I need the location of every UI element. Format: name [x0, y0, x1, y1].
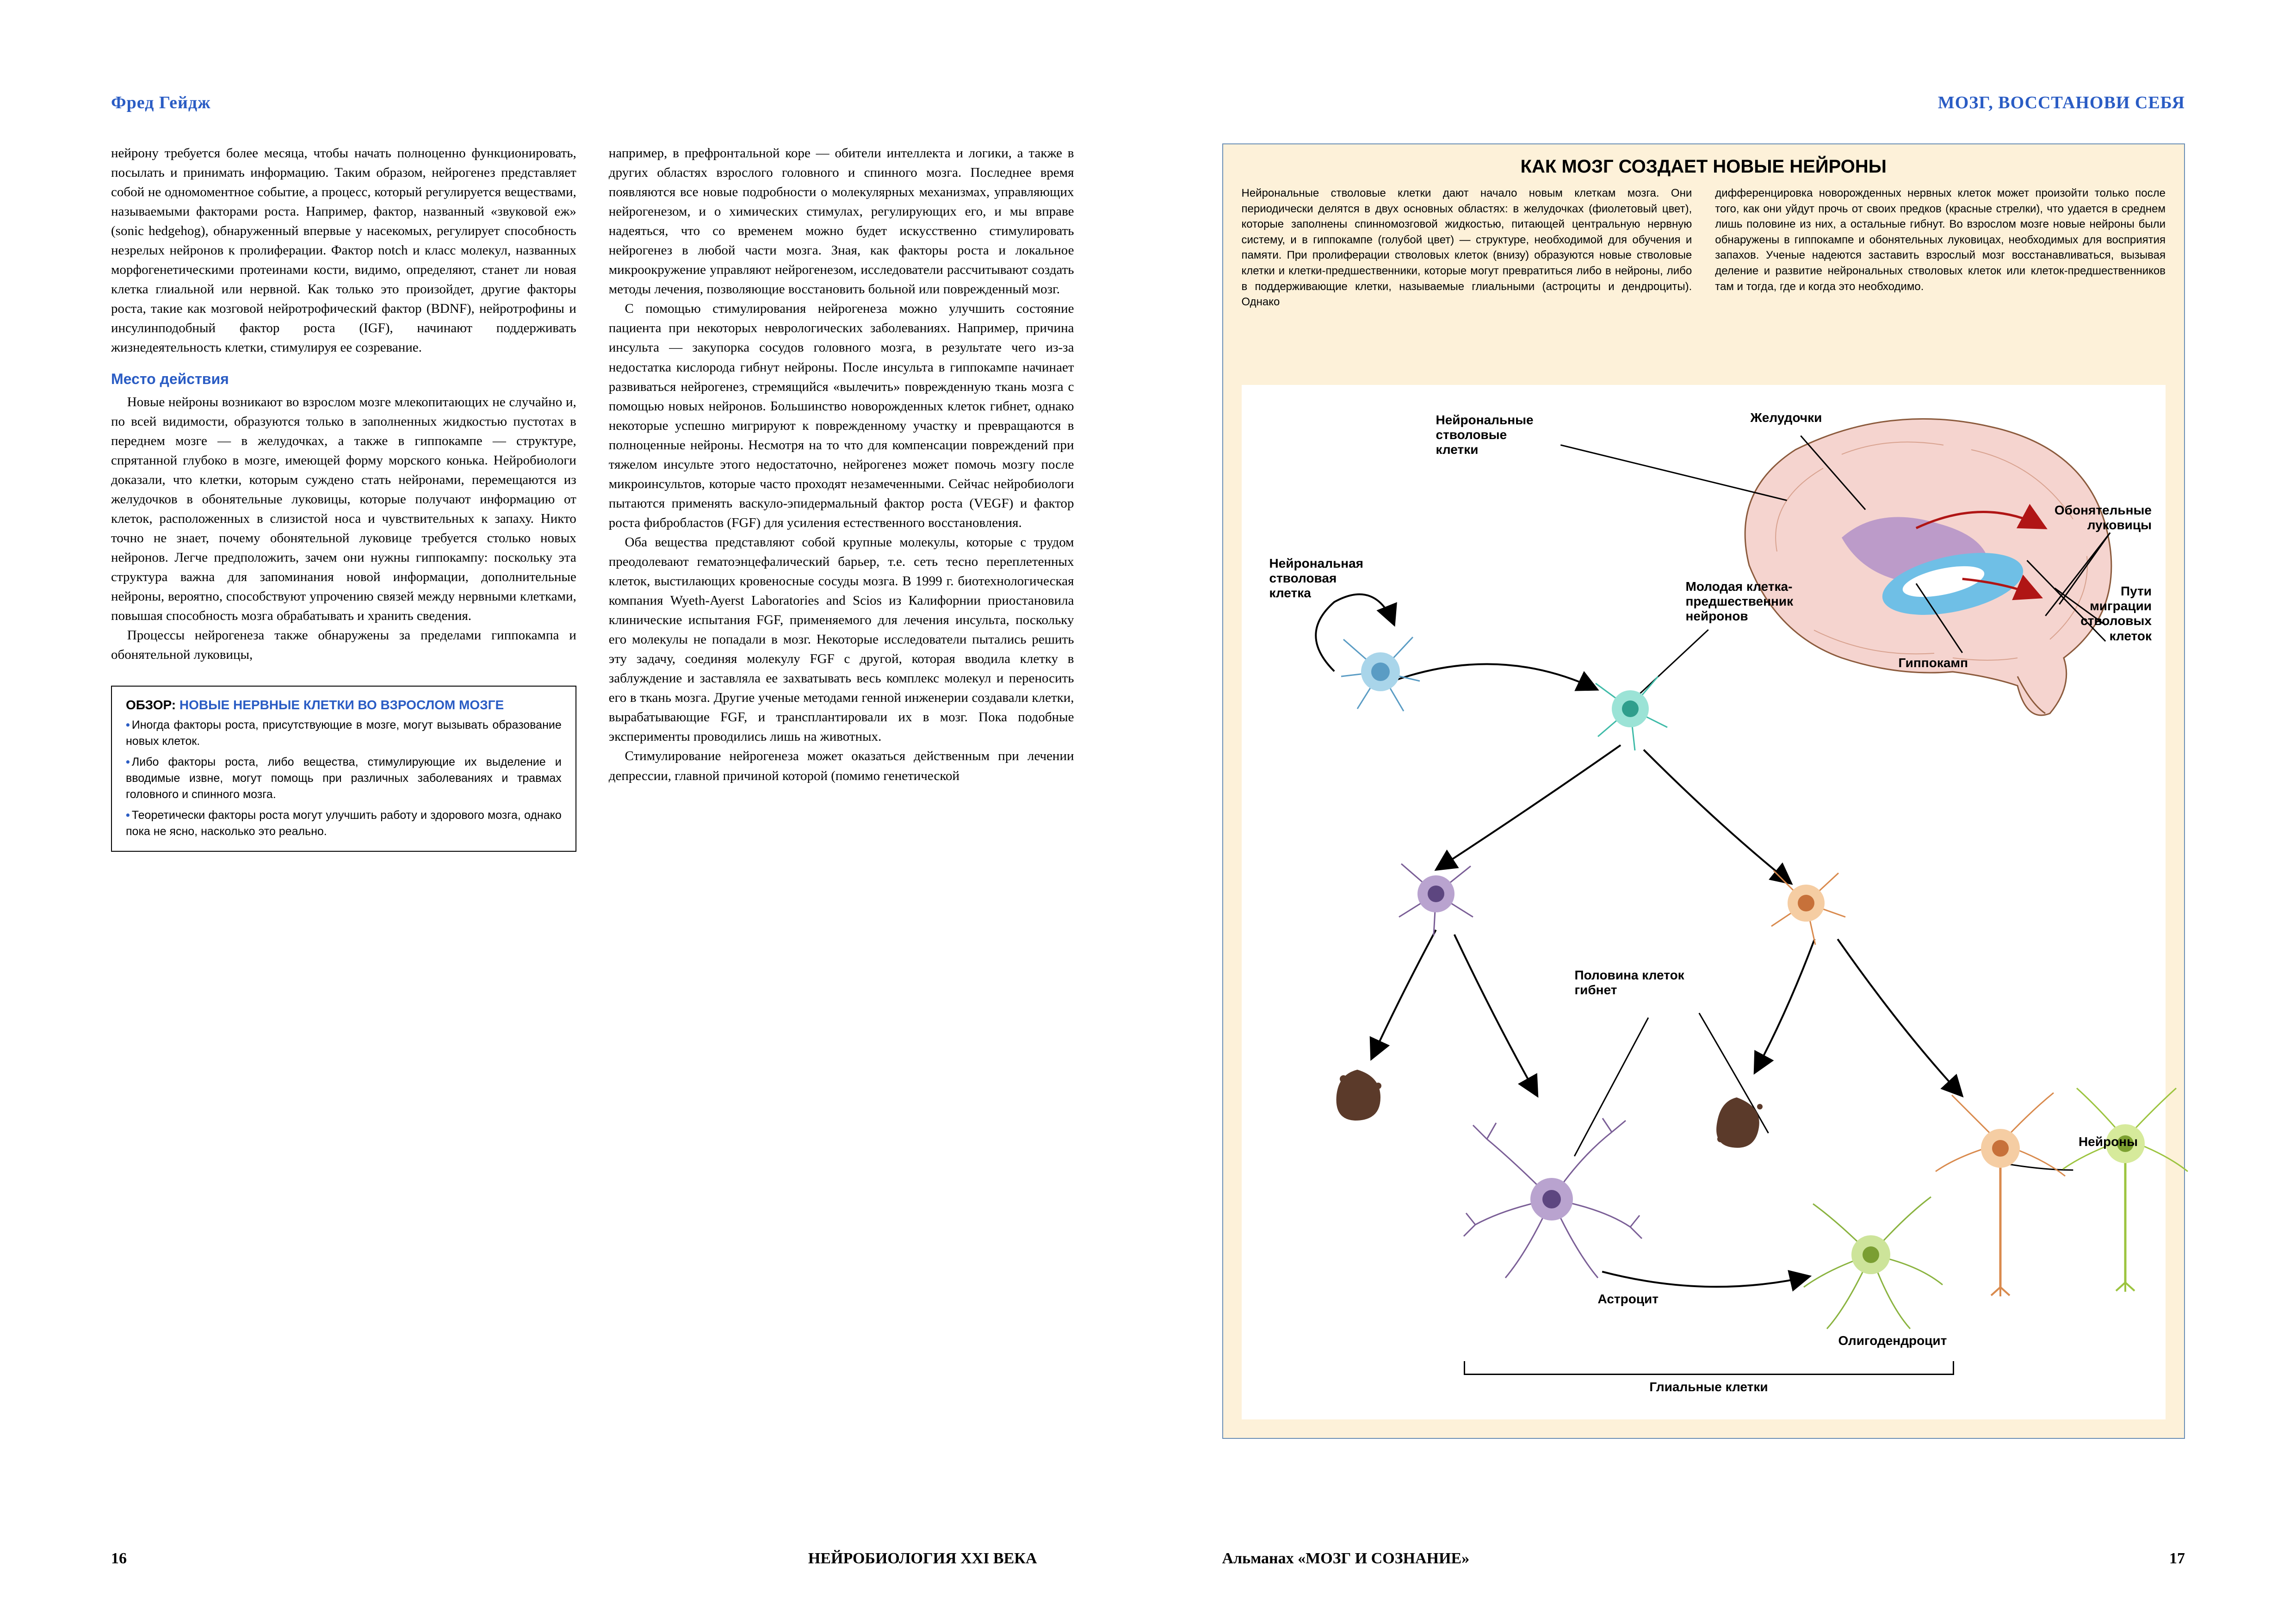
review-item: •Теоретически факторы роста могут улучши… [126, 807, 562, 840]
review-box: ОБЗОР: НОВЫЕ НЕРВНЫЕ КЛЕТКИ ВО ВЗРОСЛОМ … [111, 686, 576, 852]
page-number: 16 [111, 1550, 127, 1567]
footer-text: Альманах «МОЗГ И СОЗНАНИЕ» [1222, 1550, 1470, 1567]
caption-left: Нейрональные стволовые клетки дают начал… [1242, 186, 1692, 310]
footer-left: 16 НЕЙРОБИОЛОГИЯ XXI ВЕКА [111, 1550, 1037, 1567]
label-ventricles: Желудочки [1751, 410, 1822, 425]
label-oligo: Олигодендроцит [1838, 1333, 1947, 1348]
page-left: Фред Гейдж нейрону требуется более месяц… [0, 0, 1148, 1623]
figure-caption: Нейрональные стволовые клетки дают начал… [1223, 186, 2185, 318]
label-astrocyte: Астроцит [1598, 1292, 1659, 1307]
label-migration: Путимиграциистволовыхклеток [2080, 584, 2152, 644]
label-hippocampus: Гиппокамп [1899, 656, 1968, 670]
dying-cell [1316, 1051, 1399, 1134]
dying-cell [1695, 1079, 1778, 1162]
astrocyte [1459, 1107, 1644, 1292]
caption-right: дифференцировка новорожденных нервных кл… [1715, 186, 2166, 310]
figure-body: Нейрональныестволовыеклетки Нейрональная… [1242, 385, 2166, 1419]
review-item: •Иногда факторы роста, присутствующие в … [126, 717, 562, 750]
review-list: •Иногда факторы роста, присутствующие в … [126, 717, 562, 840]
figure-panel: КАК МОЗГ СОЗДАЕТ НОВЫЕ НЕЙРОНЫ Нейрональ… [1222, 143, 2185, 1439]
figure-title: КАК МОЗГ СОЗДАЕТ НОВЫЕ НЕЙРОНЫ [1223, 144, 2185, 186]
column-2: например, в префронтальной коре — обител… [609, 143, 1074, 852]
column-1: нейрону требуется более месяца, чтобы на… [111, 143, 576, 852]
figure-wrapper: КАК МОЗГ СОЗДАЕТ НОВЫЕ НЕЙРОНЫ Нейрональ… [1222, 143, 2185, 1439]
col2-p3: Оба вещества представляют собой крупные … [609, 533, 1074, 747]
col1-p1: нейрону требуется более месяца, чтобы на… [111, 143, 576, 358]
label-bulbs: Обонятельныелуковицы [2055, 503, 2152, 533]
col1-p2: Новые нейроны возникают во взрослом мозг… [111, 392, 576, 626]
page-right: МОЗГ, ВОССТАНОВИ СЕБЯ КАК МОЗГ СОЗДАЕТ Н… [1148, 0, 2296, 1623]
label-glial: Глиальные клетки [1464, 1380, 1954, 1394]
page-number: 17 [2169, 1550, 2185, 1567]
col2-p2: С помощью стимулирования нейрогенеза мож… [609, 299, 1074, 533]
label-progenitor: Молодая клетка-предшественникнейронов [1686, 579, 1794, 624]
col1-p3: Процессы нейрогенеза также обнаружены за… [111, 626, 576, 664]
label-half-die: Половина клетокгибнет [1575, 968, 1684, 997]
neuron [2056, 1074, 2195, 1292]
section-heading: Место действия [111, 371, 576, 388]
label-stem-singular: Нейрональнаястволоваяклетка [1269, 556, 1364, 601]
col2-p4: Стимулирование нейрогенеза может оказать… [609, 746, 1074, 785]
running-head-author: Фред Гейдж [111, 93, 211, 113]
col2-p1: например, в префронтальной коре — обител… [609, 143, 1074, 299]
footer-text: НЕЙРОБИОЛОГИЯ XXI ВЕКА [808, 1550, 1037, 1567]
neuron [1926, 1079, 2074, 1296]
progenitor-cell [1584, 663, 1677, 755]
footer-right: Альманах «МОЗГ И СОЗНАНИЕ» 17 [1222, 1550, 2185, 1567]
label-stem-plural: Нейрональныестволовыеклетки [1436, 413, 1534, 458]
glial-precursor [1390, 848, 1482, 940]
text-columns: нейрону требуется более месяца, чтобы на… [111, 143, 1074, 852]
neuron-precursor [1760, 857, 1852, 949]
running-head-title: МОЗГ, ВОССТАНОВИ СЕБЯ [1938, 93, 2185, 113]
bracket-glial [1464, 1361, 1954, 1375]
review-title: ОБЗОР: НОВЫЕ НЕРВНЫЕ КЛЕТКИ ВО ВЗРОСЛОМ … [126, 698, 562, 712]
review-item: •Либо факторы роста, либо вещества, стим… [126, 754, 562, 803]
stem-cell [1334, 626, 1427, 718]
label-neurons: Нейроны [2079, 1134, 2138, 1149]
